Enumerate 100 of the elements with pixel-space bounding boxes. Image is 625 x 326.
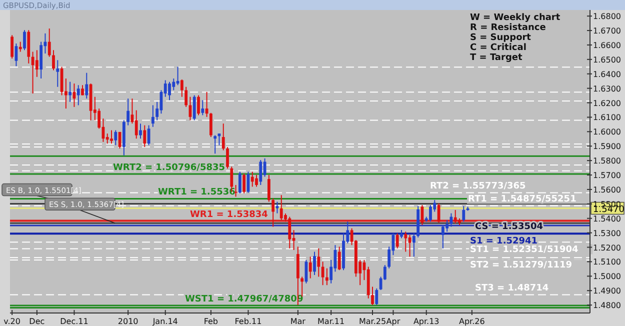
ref-line-label: WR1 = 1.53834 — [190, 210, 268, 220]
ref-line-label: ST2 = 1.51279/1119 — [470, 260, 572, 271]
ref-line-label: S1 = 1.52941 — [470, 236, 538, 247]
y-tick-label: 1.5200 — [593, 243, 621, 252]
candlestick — [35, 50, 38, 78]
candlestick — [317, 248, 320, 278]
y-tick-label: 1.5600 — [593, 185, 621, 194]
candlestick — [375, 288, 378, 306]
x-tick-label: Mar.25 — [358, 317, 386, 326]
candlestick — [313, 251, 316, 276]
candlestick — [462, 206, 466, 222]
candlestick — [143, 124, 146, 148]
candlestick — [192, 94, 196, 121]
candlestick — [126, 98, 130, 126]
y-tick-label: 1.6000 — [593, 128, 621, 137]
candlestick — [184, 86, 188, 108]
candlestick — [180, 79, 184, 98]
candlestick — [52, 50, 55, 71]
candlestick — [396, 232, 399, 249]
y-tick-label: 1.6700 — [593, 26, 621, 36]
x-tick-label: Mar — [290, 317, 306, 326]
x-tick-label: v.20 — [4, 317, 20, 326]
candlestick — [238, 171, 242, 194]
candlestick — [209, 112, 212, 138]
y-tick-label: 1.6500 — [593, 55, 621, 64]
candlestick — [56, 60, 60, 88]
candlestick — [23, 30, 26, 51]
x-tick-label: 2010 — [118, 317, 138, 326]
candlestick — [272, 198, 275, 228]
candlestick — [114, 130, 118, 146]
ref-line-label: RT1 = 1.54875/55251 — [468, 194, 576, 205]
candlestick — [267, 174, 270, 202]
candlestick — [48, 28, 51, 58]
x-tick-label: Feb.11 — [234, 317, 262, 326]
candlestick — [371, 286, 374, 306]
y-tick-label: 1.6400 — [593, 70, 621, 79]
candlestick — [412, 232, 416, 258]
candlestick — [288, 216, 292, 249]
candlestick — [85, 72, 88, 100]
candlestick — [81, 84, 84, 96]
candlestick — [429, 204, 432, 222]
candlestick — [222, 123, 225, 151]
y-tick-label: 1.6300 — [593, 84, 621, 94]
x-tick-label: Jan.14 — [152, 317, 178, 326]
annotation: R = Resistance — [470, 23, 546, 33]
y-tick-label: 1.6100 — [593, 113, 621, 122]
ref-line-label: ST1 = 1.52351/51904 — [470, 245, 578, 256]
candlestick — [134, 110, 138, 140]
candlestick — [139, 123, 142, 140]
candlestick — [338, 246, 341, 271]
candlestick — [404, 231, 408, 252]
candlestick — [68, 81, 72, 102]
annotation: T = Target — [470, 53, 523, 63]
x-tick-label: Apr.26 — [459, 317, 485, 326]
candlestick — [151, 104, 154, 128]
y-tick-label: 1.5700 — [593, 171, 621, 180]
x-tick-label: Mar.11 — [318, 317, 345, 326]
candlestick — [214, 134, 217, 154]
candlestick — [259, 159, 262, 186]
candlestick — [76, 84, 80, 106]
candlestick — [250, 171, 254, 188]
candlestick — [168, 81, 171, 101]
ref-line-label: ST3 = 1.48714 — [475, 284, 549, 294]
y-tick-label: 1.4900 — [593, 286, 621, 296]
ref-line-label: 1.5470 — [593, 205, 625, 216]
candlestick — [255, 174, 258, 188]
y-tick-label: 1.5000 — [593, 272, 621, 282]
candlestick — [276, 201, 279, 214]
candlestick — [201, 100, 204, 116]
y-tick-label: 1.5800 — [593, 156, 621, 166]
x-tick-label: Apr.13 — [413, 317, 440, 326]
x-tick-label: Apr — [386, 317, 401, 326]
y-tick-label: 1.5300 — [593, 228, 621, 238]
candlestick — [10, 34, 14, 60]
y-tick-label: 1.5400 — [593, 214, 621, 224]
x-tick-label: Dec.11 — [60, 317, 88, 326]
annotation: W = Weekly chart — [470, 13, 561, 23]
ref-line-label: WRT2 = 1.50796/5835 — [113, 163, 225, 173]
candlestick — [325, 268, 328, 286]
x-tick-label: Dec — [29, 317, 45, 326]
x-tick-label: Feb — [204, 317, 218, 326]
ref-line-label: RT2 = 1.55773/365 — [430, 182, 526, 192]
y-tick-label: 1.5900 — [593, 142, 621, 152]
y-tick-label: 1.5100 — [593, 258, 621, 267]
candlestick — [441, 224, 444, 249]
candlestick — [446, 220, 449, 232]
candlestick — [197, 94, 200, 116]
y-tick-label: 1.4800 — [593, 301, 621, 310]
annotation: C = Critical — [470, 43, 526, 53]
candlestick — [110, 130, 113, 144]
candlestick — [308, 256, 312, 279]
annotation: S = Support — [470, 33, 532, 43]
candlestick — [226, 146, 229, 170]
candlestick — [280, 194, 283, 221]
candlestick — [242, 172, 246, 194]
ref-line-label: WRT1 = 1.5536 — [158, 188, 236, 198]
y-tick-label: 1.6800 — [593, 12, 621, 22]
y-tick-label: 1.6200 — [593, 98, 621, 108]
y-tick-label: 1.6600 — [593, 40, 621, 50]
candlestick — [454, 209, 457, 224]
